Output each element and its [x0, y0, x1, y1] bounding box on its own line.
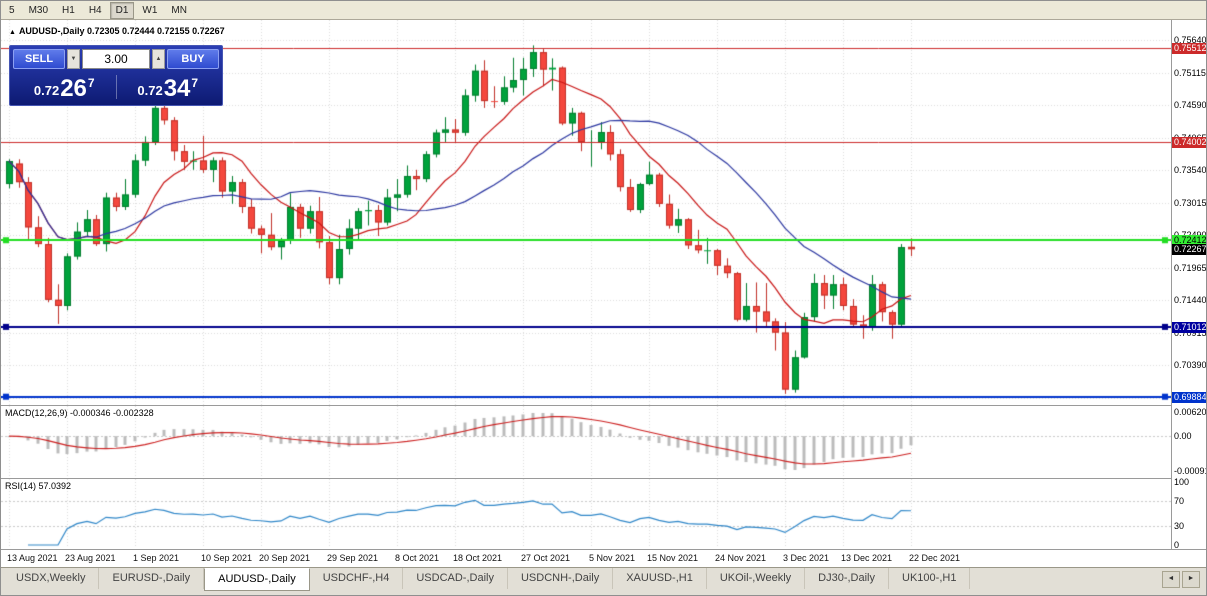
price-axis-tick: 0.74590: [1174, 100, 1207, 111]
chart-tab-ukoil-weekly[interactable]: UKOil-,Weekly: [707, 568, 806, 589]
chart-tab-usdchf-h4[interactable]: USDCHF-,H4: [310, 568, 404, 589]
ask-price-pipette: 7: [191, 76, 199, 90]
price-axis-tick: 0.71965: [1174, 262, 1207, 273]
time-axis-label: 1 Sep 2021: [133, 553, 180, 563]
chart-tab-audusd-daily[interactable]: AUDUSD-,Daily: [204, 568, 310, 591]
chart-tab-uk100-h1[interactable]: UK100-,H1: [889, 568, 971, 589]
volume-decrease-button[interactable]: ▼: [67, 49, 80, 69]
current-price-badge: 0.72267: [1172, 244, 1207, 256]
time-axis-label: 15 Nov 2021: [647, 553, 699, 563]
chart-symbol-label: AUDUSD-,Daily: [18, 26, 85, 36]
timeframe-button-d1[interactable]: D1: [109, 1, 135, 19]
bid-price-big-digits: 26: [60, 75, 87, 102]
time-axis-label: 27 Oct 2021: [521, 553, 571, 563]
price-axis-tick: 0.75115: [1174, 67, 1206, 78]
level-price-badge: 0.71012: [1172, 321, 1207, 333]
macd-indicator-label: MACD(12,26,9) -0.000346 -0.002328: [5, 408, 154, 418]
time-axis-label: 3 Dec 2021: [783, 553, 830, 563]
rsi-axis-tick: 70: [1174, 495, 1185, 506]
time-axis-label: 8 Oct 2021: [395, 553, 440, 563]
time-axis-label: 23 Aug 2021: [65, 553, 116, 563]
timeframe-button-5[interactable]: 5: [9, 4, 15, 16]
price-axis-tick: 0.73015: [1174, 197, 1207, 208]
tabbar-scroll: ◄ ►: [1162, 568, 1200, 588]
symbol-marker-icon: ▲: [9, 29, 16, 36]
time-axis-label: 13 Dec 2021: [841, 553, 893, 563]
bid-price-display: 0.72 26 7: [13, 72, 116, 102]
chart-tab-usdcnh-daily[interactable]: USDCNH-,Daily: [508, 568, 614, 589]
time-axis-label: 29 Sep 2021: [327, 553, 379, 563]
time-axis-label: 22 Dec 2021: [909, 553, 961, 563]
timeframe-button-w1[interactable]: W1: [142, 4, 158, 16]
price-axis-tick: 0.70390: [1174, 360, 1207, 371]
rsi-axis-tick: 100: [1174, 477, 1190, 487]
timeframe-button-h4[interactable]: H4: [88, 4, 102, 16]
rsi-axis-tick: 30: [1174, 521, 1185, 532]
timeframe-button-mn[interactable]: MN: [171, 4, 187, 16]
ask-price-prefix: 0.72: [137, 83, 163, 98]
bid-price-prefix: 0.72: [33, 83, 60, 98]
level-price-badge: 0.72412: [1172, 235, 1207, 247]
rsi-panel-canvas[interactable]: [1, 479, 1171, 548]
volume-input[interactable]: [82, 49, 150, 69]
level-price-badge: 0.74002: [1172, 136, 1207, 148]
chart-tabbar: USDX,Weekly EURUSD-,Daily AUDUSD-,Daily USD…: [1, 567, 1206, 595]
time-axis: 13 Aug 2021 23 Aug 2021 1 Sep 2021 10 Sep 2…: [1, 551, 1171, 567]
timeframe-button-h1[interactable]: H1: [62, 4, 75, 16]
time-axis-label: 13 Aug 2021: [7, 553, 58, 563]
panel-separator: [1, 405, 1206, 406]
time-axis-label: 5 Nov 2021: [589, 553, 636, 563]
volume-increase-button[interactable]: ▲: [152, 49, 165, 69]
level-price-badge: 0.75512: [1172, 43, 1207, 55]
timeframe-toolbar: 5 M30 H1 H4 D1 W1 MN: [1, 1, 1206, 20]
rsi-indicator-label: RSI(14) 57.0392: [5, 481, 72, 491]
macd-axis-min: -0.000919: [1174, 466, 1206, 476]
price-axis: 0.756400.751150.745900.740650.735400.730…: [1171, 20, 1207, 550]
price-axis-tick: 0.73540: [1174, 165, 1207, 176]
price-axis-tick: 0.70915: [1174, 327, 1207, 338]
trade-prices-row: 0.72 26 7 0.72 34 7: [13, 72, 219, 102]
chart-tab-dj30-daily[interactable]: DJ30-,Daily: [805, 568, 890, 589]
timeframe-button-m30[interactable]: M30: [28, 4, 49, 16]
tab-scroll-right-icon[interactable]: ►: [1182, 571, 1200, 588]
rsi-axis-tick: 0: [1174, 540, 1180, 550]
macd-axis-zero: 0.00: [1174, 431, 1192, 442]
panel-separator: [1, 549, 1206, 550]
ask-price-display: 0.72 34 7: [117, 72, 220, 102]
buy-button[interactable]: BUY: [167, 49, 219, 69]
chart-ohlc-values: 0.72305 0.72444 0.72155 0.72267: [86, 26, 225, 36]
trade-controls-row: SELL ▼ ▲ BUY: [13, 49, 219, 69]
macd-panel-canvas[interactable]: [1, 406, 1171, 477]
time-axis-label: 24 Nov 2021: [715, 553, 767, 563]
time-axis-label: 20 Sep 2021: [259, 553, 311, 563]
chart-tab-usdcad-daily[interactable]: USDCAD-,Daily: [403, 568, 508, 589]
chart-tab-usdx-weekly[interactable]: USDX,Weekly: [3, 568, 100, 589]
price-divider: [115, 75, 117, 99]
ask-price-big-digits: 34: [163, 75, 191, 102]
chart-ohlc-header: ▲ AUDUSD-,Daily 0.72305 0.72444 0.72155 0…: [9, 26, 225, 36]
chart-tab-eurusd-daily[interactable]: EURUSD-,Daily: [99, 568, 205, 589]
sell-button[interactable]: SELL: [13, 49, 65, 69]
panel-separator: [1, 478, 1206, 479]
time-axis-label: 18 Oct 2021: [453, 553, 503, 563]
bid-price-pipette: 7: [87, 76, 95, 90]
chart-tab-xauusd-h1[interactable]: XAUUSD-,H1: [613, 568, 707, 589]
tab-scroll-left-icon[interactable]: ◄: [1162, 571, 1180, 588]
time-axis-label: 10 Sep 2021: [201, 553, 253, 563]
macd-axis-max: 0.006201: [1174, 407, 1207, 417]
price-axis-tick: 0.71440: [1174, 295, 1207, 306]
price-axis-tick: 0.75640: [1174, 35, 1207, 46]
level-price-badge: 0.69884: [1172, 391, 1207, 403]
